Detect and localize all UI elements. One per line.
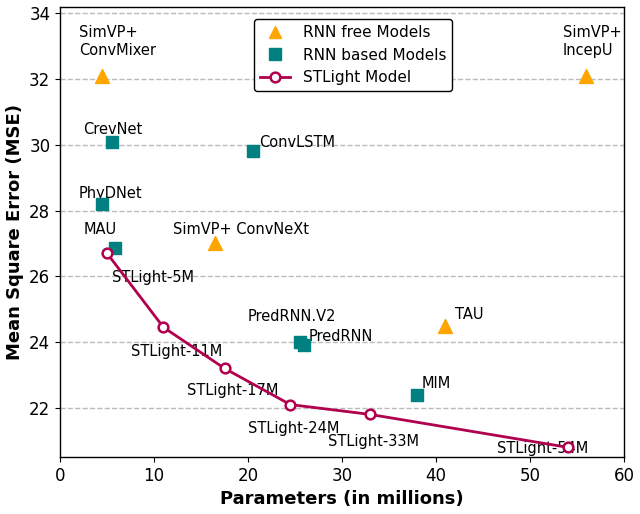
Point <box>109 244 120 252</box>
Text: STLight-5M: STLight-5M <box>112 270 194 285</box>
Point <box>97 72 108 80</box>
Text: SimVP+
IncepU: SimVP+ IncepU <box>563 25 621 58</box>
Point <box>210 240 220 248</box>
Legend: RNN free Models, RNN based Models, STLight Model: RNN free Models, RNN based Models, STLig… <box>254 19 452 91</box>
Point <box>412 391 422 399</box>
X-axis label: Parameters (in millions): Parameters (in millions) <box>220 490 464 508</box>
Text: MIM: MIM <box>422 376 451 392</box>
Text: PredRNN: PredRNN <box>309 329 374 344</box>
Text: PredRNN.V2: PredRNN.V2 <box>248 309 337 324</box>
Point <box>294 338 305 346</box>
Text: STLight-17M: STLight-17M <box>187 383 278 398</box>
Point <box>107 137 117 145</box>
Point <box>248 148 258 156</box>
Text: STLight-54M: STLight-54M <box>497 440 588 456</box>
Text: SimVP+ ConvNeXt: SimVP+ ConvNeXt <box>173 222 309 237</box>
Point <box>97 200 108 208</box>
Text: SimVP+
ConvMixer: SimVP+ ConvMixer <box>79 25 156 58</box>
Text: PhyDNet: PhyDNet <box>79 186 143 201</box>
Text: STLight-33M: STLight-33M <box>328 434 419 449</box>
Text: ConvLSTM: ConvLSTM <box>259 135 335 150</box>
Text: STLight-24M: STLight-24M <box>248 421 339 436</box>
Text: TAU: TAU <box>455 307 483 322</box>
Point <box>300 341 310 350</box>
Y-axis label: Mean Square Error (MSE): Mean Square Error (MSE) <box>6 104 24 360</box>
Point <box>581 72 591 80</box>
Text: MAU: MAU <box>84 222 116 237</box>
Text: STLight-11M: STLight-11M <box>131 344 222 359</box>
Text: CrevNet: CrevNet <box>84 122 143 137</box>
Point <box>440 322 451 330</box>
